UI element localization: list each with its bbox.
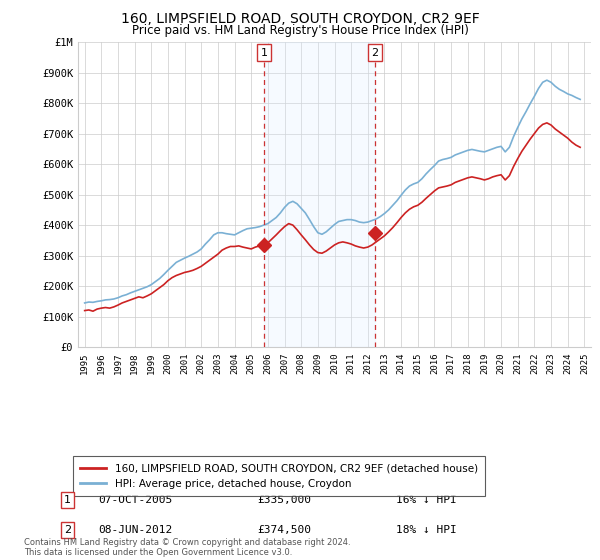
Text: 08-JUN-2012: 08-JUN-2012 [98, 525, 173, 535]
Text: 07-OCT-2005: 07-OCT-2005 [98, 495, 173, 505]
Text: 160, LIMPSFIELD ROAD, SOUTH CROYDON, CR2 9EF: 160, LIMPSFIELD ROAD, SOUTH CROYDON, CR2… [121, 12, 479, 26]
Bar [264, 42, 375, 347]
Text: 16% ↓ HPI: 16% ↓ HPI [396, 495, 457, 505]
Text: £374,500: £374,500 [257, 525, 311, 535]
Text: Contains HM Land Registry data © Crown copyright and database right 2024.
This d: Contains HM Land Registry data © Crown c… [24, 538, 350, 557]
Text: 1: 1 [64, 495, 71, 505]
Legend: 160, LIMPSFIELD ROAD, SOUTH CROYDON, CR2 9EF (detached house), HPI: Average pric: 160, LIMPSFIELD ROAD, SOUTH CROYDON, CR2… [73, 456, 485, 496]
Text: Price paid vs. HM Land Registry's House Price Index (HPI): Price paid vs. HM Land Registry's House … [131, 24, 469, 36]
Text: £335,000: £335,000 [257, 495, 311, 505]
Text: 2: 2 [371, 48, 379, 58]
Text: 2: 2 [64, 525, 71, 535]
Text: 18% ↓ HPI: 18% ↓ HPI [396, 525, 457, 535]
Text: 1: 1 [260, 48, 268, 58]
